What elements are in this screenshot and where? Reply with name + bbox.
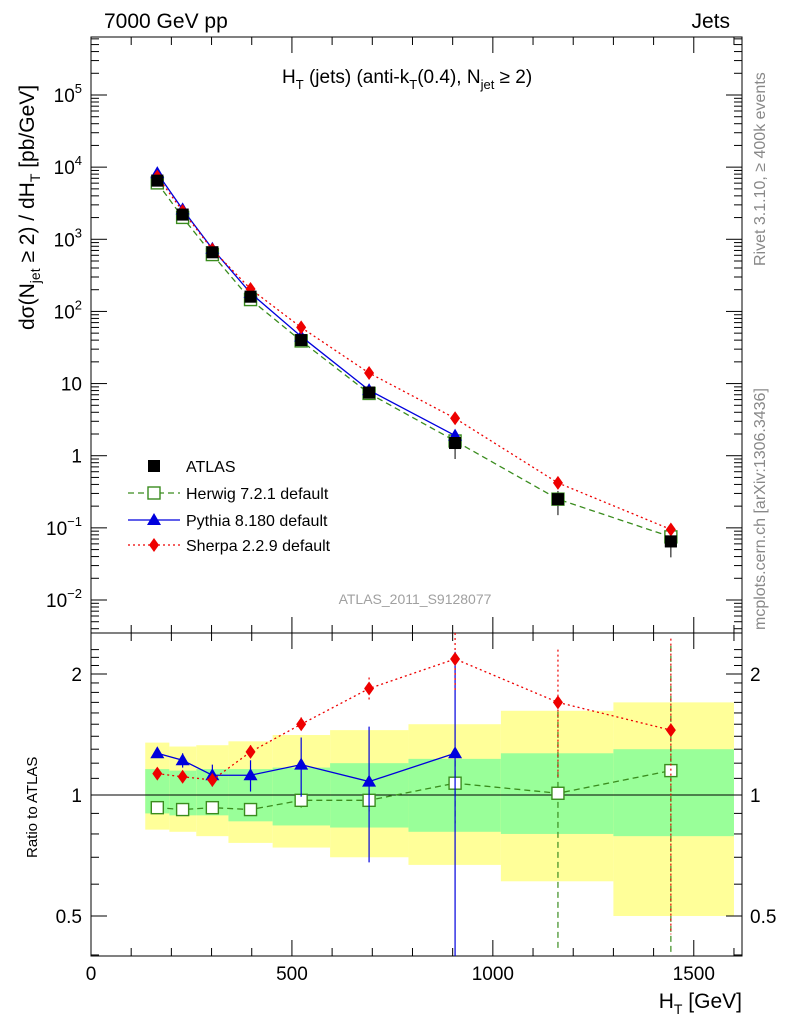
sherpa-point [450, 411, 461, 426]
sherpa-ratio-point [665, 723, 676, 738]
pythia-ratio-point [243, 768, 258, 781]
sherpa-ratio-point [552, 695, 563, 710]
axis-ticks: 0 500 1000 1500 10−2 10−1 1 10 102 103 104 105 0.5 0.… [46, 37, 776, 985]
legend-atlas-label: ATLAS [186, 459, 236, 476]
legend: ATLAS Herwig 7.2.1 default Pythia 8.180 … [128, 459, 331, 555]
sherpa-ratio-point [450, 651, 461, 666]
ratio-y-tick-label-right: 1 [750, 786, 761, 807]
pythia-ratio-point [150, 746, 165, 759]
sherpa-point [665, 522, 676, 537]
herwig-ratio-point [551, 786, 565, 800]
atlas-point-top [151, 174, 164, 187]
sherpa-ratio-point [207, 772, 218, 787]
atlas-point-top [551, 493, 564, 506]
legend-pythia-label: Pythia 8.180 default [186, 513, 328, 530]
herwig-line [156, 182, 672, 538]
atlas-point-top [206, 246, 219, 259]
y-tick-label: 10−1 [46, 514, 82, 540]
y-tick-label: 103 [54, 225, 82, 251]
x-tick-label: 0 [86, 964, 97, 985]
x-tick-label: 1000 [472, 964, 514, 985]
sherpa-ratio-point [245, 744, 256, 759]
header-right: Jets [691, 10, 730, 33]
sherpa-point [296, 320, 307, 335]
y-tick-label: 104 [54, 153, 82, 179]
legend-herwig-label: Herwig 7.2.1 default [186, 486, 329, 503]
ratio-y-tick-label: 0.5 [56, 907, 82, 928]
legend-pythia-marker [147, 513, 161, 525]
ratio-y-axis-label: Ratio to ATLAS [24, 757, 41, 858]
pythia-line [156, 172, 456, 437]
ratio-y-tick-label-right: 0.5 [750, 907, 776, 928]
pythia-ratio-point [175, 753, 190, 766]
atlas-point-top [295, 334, 308, 347]
analysis-watermark: ATLAS_2011_S9128077 [339, 591, 492, 607]
y-axis-label: dσ(Njet ≥ 2) / dHT [pb/GeV] [16, 85, 43, 330]
sherpa-point [552, 475, 563, 490]
ratio-y-tick-label: 2 [71, 665, 82, 686]
atlas-point-top [664, 535, 677, 548]
legend-sherpa-marker [149, 538, 159, 552]
sherpa-ratio-point [364, 681, 375, 696]
header-left: 7000 GeV pp [104, 10, 228, 33]
uncertainty-bands [145, 702, 734, 916]
pythia-ratio-point [448, 746, 463, 759]
atlas-point-top [244, 290, 257, 303]
mcplots-label: mcplots.cern.ch [arXiv:1306.3436] [752, 388, 769, 630]
pythia-ratio-point [362, 774, 377, 787]
y-tick-label: 102 [54, 297, 82, 323]
ratio-y-tick-label-right: 2 [750, 665, 761, 686]
band-green [613, 749, 734, 837]
herwig-ratio-point [243, 802, 258, 817]
x-tick-label: 500 [276, 964, 308, 985]
legend-sherpa-label: Sherpa 2.2.9 default [186, 538, 331, 555]
atlas-point-top [449, 437, 462, 450]
sherpa-ratio-point [152, 766, 163, 781]
herwig-ratio-point [205, 800, 220, 815]
sherpa-point [364, 366, 375, 381]
pythia-ratio-point [294, 757, 309, 770]
y-tick-label: 1 [71, 447, 82, 468]
y-tick-label: 10 [61, 375, 82, 396]
legend-atlas-marker [148, 460, 160, 472]
herwig-ratio-point [175, 802, 190, 817]
series-layer [150, 166, 678, 956]
y-tick-label: 105 [54, 81, 82, 107]
x-tick-label: 1500 [673, 964, 715, 985]
sherpa-ratio-point [296, 717, 307, 732]
legend-herwig-marker [147, 486, 161, 500]
rivet-label: Rivet 3.1.10, ≥ 400k events [752, 72, 769, 266]
y-tick-label: 10−2 [46, 586, 82, 612]
x-axis-label: HT [GeV] [659, 990, 742, 1017]
ratio-y-tick-label: 1 [71, 786, 82, 807]
atlas-point-top [176, 208, 189, 221]
atlas-point-top [363, 386, 376, 399]
herwig-ratio-point [150, 800, 165, 815]
plot-title: HT (jets) (anti-kT(0.4), Njet ≥ 2) [282, 67, 532, 92]
sherpa-line [156, 176, 672, 531]
sherpa-ratio-point [177, 769, 188, 784]
